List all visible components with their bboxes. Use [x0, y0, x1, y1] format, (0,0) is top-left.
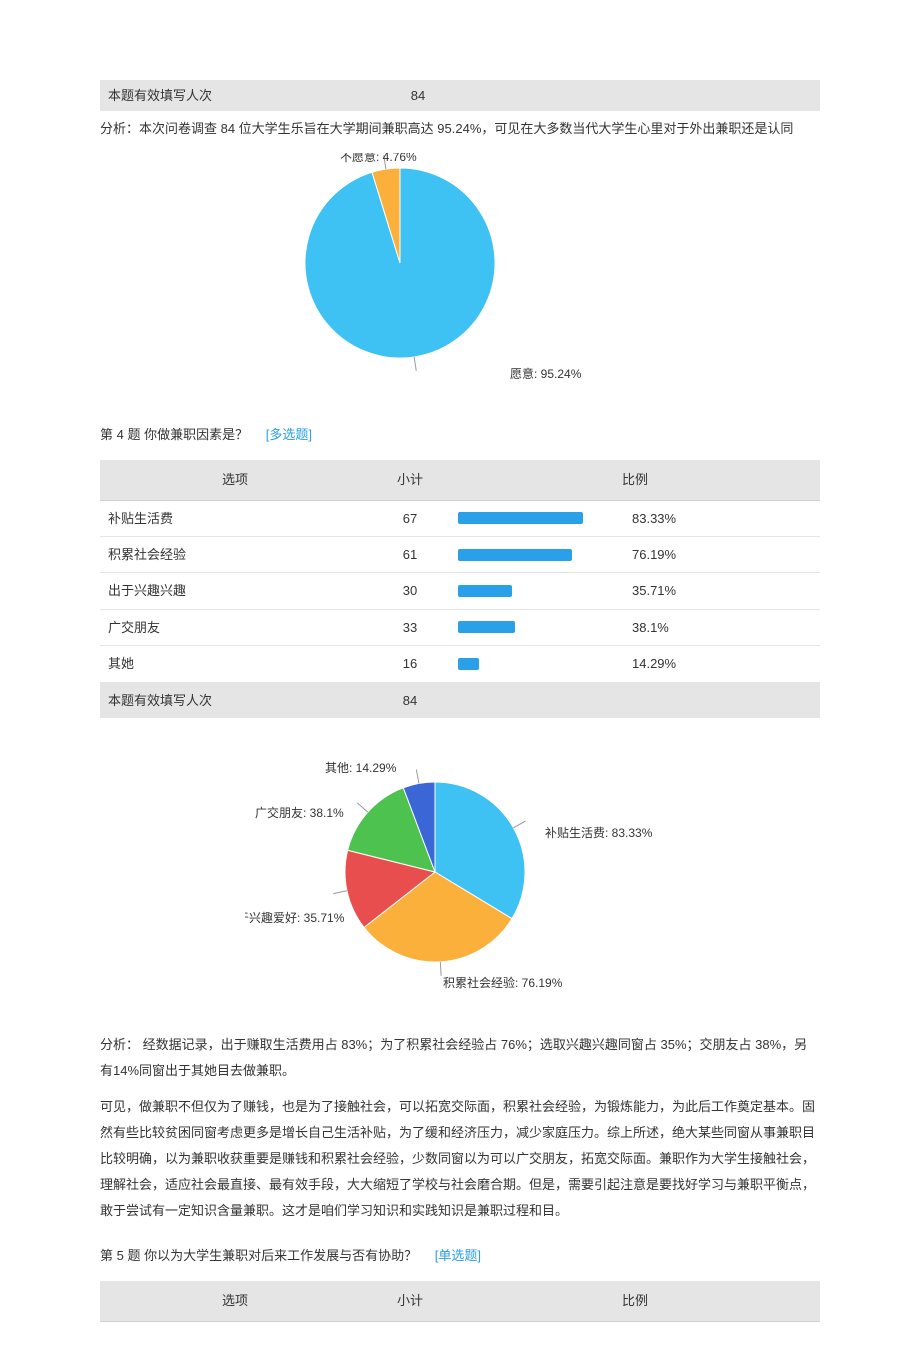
- table-row: 广交朋友33 38.1%: [100, 609, 820, 645]
- cell-count: 67: [370, 500, 450, 536]
- q4-analysis-a: 分析： 经数据记录，出于赚取生活费用占 83%；为了积累社会经验占 76%；选取…: [100, 1032, 820, 1084]
- cell-ratio: 38.1%: [450, 609, 820, 645]
- cell-count: 61: [370, 536, 450, 572]
- q3-total-label: 本题有效填写人次: [108, 84, 378, 107]
- pie-label: 不愿意: 4.76%: [340, 153, 417, 164]
- table-row: 其她16 14.29%: [100, 646, 820, 682]
- q4-title: 第 4 题 你做兼职因素是？ [多选题]: [100, 423, 820, 446]
- q3-analysis: 分析：本次问卷调查 84 位大学生乐旨在大学期间兼职高达 95.24%，可见在大…: [100, 117, 820, 140]
- q4-total-label: 本题有效填写人次: [100, 682, 370, 718]
- q4-total-row: 本题有效填写人次84: [100, 682, 820, 718]
- ratio-label: 76.19%: [632, 543, 676, 566]
- q5-table: 选项 小计 比例: [100, 1281, 820, 1321]
- q4-th-option: 选项: [100, 460, 370, 500]
- pie-label: 愿意: 95.24%: [510, 366, 582, 381]
- ratio-label: 14.29%: [632, 652, 676, 675]
- table-row: 补贴生活费67 83.33%: [100, 500, 820, 536]
- cell-ratio: 83.33%: [450, 500, 820, 536]
- q5-title-text: 第 5 题 你以为大学生兼职对后来工作发展与否有协助？: [100, 1248, 417, 1263]
- cell-count: 16: [370, 646, 450, 682]
- cell-option: 补贴生活费: [100, 500, 370, 536]
- q5-th-option: 选项: [100, 1281, 370, 1321]
- cell-ratio: 14.29%: [450, 646, 820, 682]
- q4-tag: [多选题]: [266, 427, 312, 442]
- q5-tag: [单选题]: [435, 1248, 481, 1263]
- q3-total-row: 本题有效填写人次 84: [100, 80, 820, 111]
- cell-count: 33: [370, 609, 450, 645]
- ratio-label: 83.33%: [632, 507, 676, 530]
- table-row: 积累社会经验61 76.19%: [100, 536, 820, 572]
- q4-table: 选项 小计 比例 补贴生活费67 83.33% 积累社会经验61 76.19% 出于兴趣…: [100, 460, 820, 718]
- cell-count: 30: [370, 573, 450, 609]
- pie-label: 广交朋友: 38.1%: [255, 805, 344, 820]
- pie-label: 其他: 14.29%: [325, 761, 397, 775]
- q4-title-text: 第 4 题 你做兼职因素是？: [100, 427, 248, 442]
- table-row: 出于兴趣兴趣30 35.71%: [100, 573, 820, 609]
- pie-label: 补贴生活费: 83.33%: [545, 826, 653, 840]
- cell-option: 广交朋友: [100, 609, 370, 645]
- cell-option: 出于兴趣兴趣: [100, 573, 370, 609]
- cell-ratio: 35.71%: [450, 573, 820, 609]
- q3-total-value: 84: [378, 84, 458, 107]
- pie-label: 出于兴趣爱好: 35.71%: [245, 910, 345, 925]
- cell-option: 其她: [100, 646, 370, 682]
- q5-th-count: 小计: [370, 1281, 450, 1321]
- q4-pie-chart: 补贴生活费: 83.33% 积累社会经验: 76.19% 出于兴趣爱好: 35.71…: [100, 742, 820, 1002]
- q5-title: 第 5 题 你以为大学生兼职对后来工作发展与否有协助？ [单选题]: [100, 1244, 820, 1267]
- q4-analysis-b: 可见，做兼职不但仅为了赚钱，也是为了接触社会，可以拓宽交际面，积累社会经验，为锻…: [100, 1094, 820, 1224]
- pie-label: 积累社会经验: 76.19%: [443, 975, 563, 990]
- cell-ratio: 76.19%: [450, 536, 820, 572]
- q3-pie-chart: 愿意: 95.24% 不愿意: 4.76%: [100, 153, 820, 393]
- cell-option: 积累社会经验: [100, 536, 370, 572]
- q4-th-ratio: 比例: [450, 460, 820, 500]
- q4-total-value: 84: [370, 682, 450, 718]
- q5-th-ratio: 比例: [450, 1281, 820, 1321]
- ratio-label: 35.71%: [632, 579, 676, 602]
- q4-th-count: 小计: [370, 460, 450, 500]
- ratio-label: 38.1%: [632, 616, 669, 639]
